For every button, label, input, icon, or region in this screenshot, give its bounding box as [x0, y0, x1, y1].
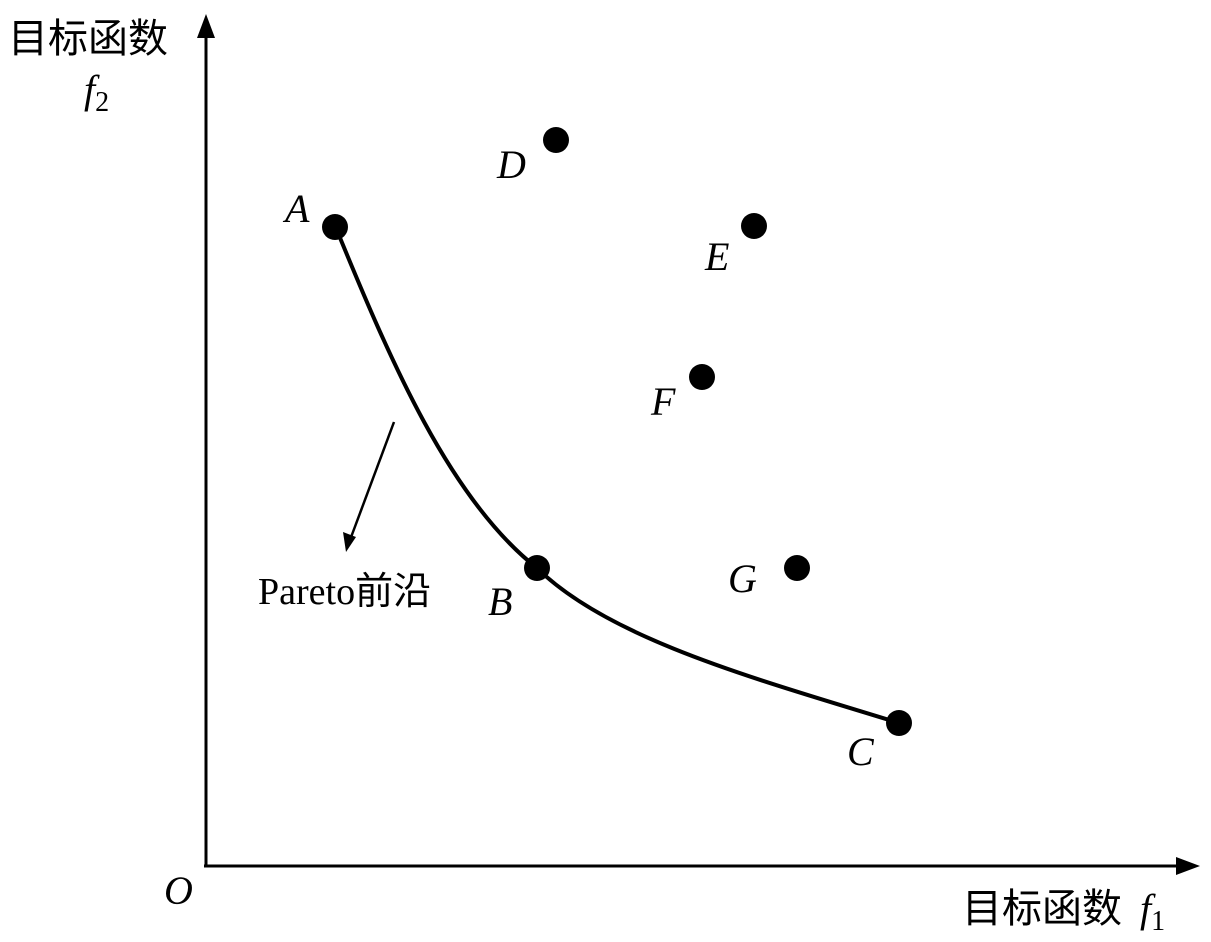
y-axis-variable: f2: [84, 67, 109, 118]
y-axis-arrowhead: [197, 14, 215, 38]
origin-label: O: [164, 868, 193, 913]
pareto-frontier-annotation: Pareto前沿: [258, 571, 431, 613]
point-c-label: C: [847, 729, 875, 774]
point-a-label: A: [282, 186, 310, 231]
point-e-marker: [741, 213, 767, 239]
point-a-marker: [322, 214, 348, 240]
pareto-frontier-curve: [334, 227, 900, 725]
y-axis-title: 目标函数: [8, 16, 168, 61]
point-b-marker: [524, 555, 550, 581]
point-c-marker: [886, 710, 912, 736]
point-d-label: D: [496, 142, 526, 187]
point-b-label: B: [488, 579, 512, 624]
point-d-marker: [543, 127, 569, 153]
x-axis-var-subscript: 1: [1151, 906, 1165, 937]
point-g-label: G: [728, 556, 757, 601]
point-e-label: E: [704, 234, 729, 279]
x-axis-variable: f1: [1140, 886, 1165, 937]
annotation-pointer-arrowhead: [343, 532, 356, 552]
y-axis-var-subscript: 2: [95, 87, 109, 118]
point-g-marker: [784, 555, 810, 581]
x-axis-title: 目标函数: [962, 886, 1122, 931]
annotation-pointer-line: [348, 421, 396, 541]
point-f-marker: [689, 364, 715, 390]
point-f-label: F: [650, 379, 676, 424]
x-axis-arrowhead: [1176, 857, 1200, 875]
